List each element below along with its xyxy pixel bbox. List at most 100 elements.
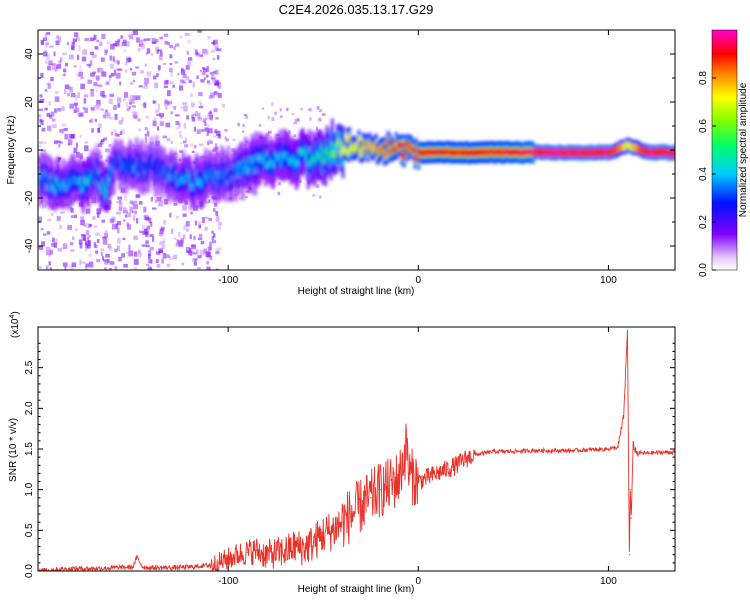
- noise-cell: [216, 247, 222, 251]
- noise-cell: [199, 207, 204, 210]
- noise-cell: [215, 215, 220, 222]
- noise-cell: [57, 140, 61, 143]
- noise-cell: [136, 37, 140, 43]
- noise-cell: [93, 242, 97, 248]
- noise-cell: [108, 98, 113, 105]
- noise-cell: [46, 54, 50, 60]
- noise-cell: [89, 60, 93, 67]
- noise-cell: [61, 128, 64, 134]
- snr-point: [351, 513, 353, 515]
- noise-cell: [182, 205, 187, 211]
- noise-cell: [117, 97, 122, 103]
- noise-cell: [108, 246, 112, 251]
- noise-cell: [190, 104, 196, 108]
- noise-cell: [173, 46, 176, 51]
- noise-cell: [186, 115, 190, 120]
- noise-cell: [96, 39, 100, 42]
- noise-cell: [165, 107, 168, 110]
- noise-cell: [308, 108, 311, 111]
- noise-cell: [116, 220, 122, 226]
- noise-cell: [146, 71, 152, 77]
- noise-cell: [62, 243, 68, 250]
- noise-cell: [152, 236, 155, 242]
- snr-point: [313, 541, 315, 544]
- noise-cell: [278, 182, 281, 186]
- noise-cell: [206, 251, 211, 258]
- noise-cell: [89, 37, 95, 42]
- noise-cell: [185, 65, 190, 70]
- noise-cell: [206, 131, 209, 137]
- noise-cell: [109, 218, 115, 224]
- noise-cell: [81, 56, 87, 62]
- noise-cell: [137, 48, 141, 52]
- noise-cell: [40, 200, 43, 205]
- noise-cell: [159, 121, 164, 126]
- noise-cell: [210, 77, 216, 80]
- noise-cell: [117, 73, 121, 77]
- noise-cell: [213, 91, 219, 96]
- noise-cell: [238, 197, 243, 200]
- noise-cell: [94, 118, 97, 122]
- noise-cell: [216, 48, 222, 52]
- noise-cell: [182, 102, 187, 105]
- noise-cell: [88, 261, 94, 268]
- noise-cell: [152, 120, 157, 127]
- noise-cell: [124, 195, 127, 202]
- noise-cell: [141, 244, 147, 247]
- noise-cell: [231, 148, 236, 152]
- noise-cell: [296, 118, 300, 122]
- noise-cell: [309, 117, 312, 121]
- spectrogram-ridge: [38, 118, 675, 214]
- noise-cell: [184, 200, 189, 205]
- noise-cell: [143, 38, 147, 42]
- noise-cell: [104, 49, 108, 54]
- x-tick-label: 0: [416, 275, 422, 286]
- noise-cell: [158, 248, 163, 253]
- noise-cell: [38, 245, 44, 250]
- noise-cell: [48, 261, 51, 266]
- noise-cell: [291, 113, 295, 116]
- noise-cell: [116, 60, 120, 65]
- noise-cell: [57, 247, 63, 252]
- noise-cell: [201, 67, 205, 70]
- noise-cell: [143, 102, 147, 109]
- noise-cell: [102, 236, 107, 240]
- noise-cell: [191, 114, 194, 120]
- noise-cell: [115, 211, 120, 215]
- noise-cell: [109, 267, 112, 270]
- noise-cell: [160, 115, 163, 119]
- noise-cell: [128, 244, 131, 251]
- noise-cell: [178, 231, 181, 238]
- noise-cell: [216, 81, 222, 88]
- svg-text:(x104): (x104): [9, 311, 21, 338]
- noise-cell: [215, 268, 219, 270]
- noise-cell: [170, 111, 173, 115]
- snr-point: [389, 485, 391, 487]
- noise-cell: [67, 224, 73, 230]
- noise-cell: [209, 255, 213, 260]
- ridge-core: [402, 153, 406, 161]
- noise-cell: [95, 88, 98, 93]
- noise-cell: [61, 105, 65, 112]
- noise-cell: [191, 150, 195, 153]
- noise-cell: [193, 126, 196, 132]
- noise-cell: [136, 218, 139, 224]
- noise-cell: [170, 71, 173, 77]
- snr-point: [512, 450, 514, 453]
- noise-cell: [129, 200, 133, 204]
- noise-cell: [78, 45, 81, 52]
- noise-cell: [215, 117, 219, 120]
- noise-cell: [145, 244, 150, 248]
- noise-cell: [126, 251, 130, 255]
- noise-cell: [198, 221, 201, 228]
- noise-cell: [105, 109, 108, 113]
- snr-point: [626, 330, 629, 332]
- noise-cell: [110, 63, 114, 69]
- snr-point: [623, 415, 625, 418]
- noise-cell: [83, 98, 87, 104]
- noise-cell: [97, 127, 101, 133]
- ridge-core: [672, 149, 675, 157]
- noise-cell: [107, 258, 110, 263]
- noise-cell: [122, 237, 126, 241]
- spectrogram-axes: -100 0 100 -40 -20 0 20 40: [24, 30, 675, 286]
